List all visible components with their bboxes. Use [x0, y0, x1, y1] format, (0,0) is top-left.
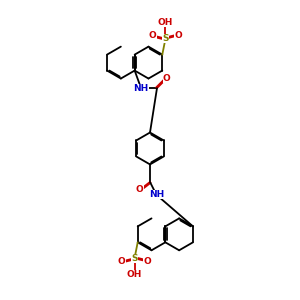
Text: O: O: [163, 74, 170, 83]
Text: NH: NH: [149, 190, 164, 199]
Text: O: O: [143, 257, 151, 266]
Text: O: O: [149, 31, 157, 40]
Text: S: S: [162, 34, 169, 43]
Text: O: O: [174, 31, 182, 40]
Text: OH: OH: [158, 18, 173, 27]
Text: S: S: [131, 254, 138, 263]
Text: O: O: [118, 257, 126, 266]
Text: O: O: [136, 185, 143, 194]
Text: OH: OH: [127, 270, 142, 279]
Text: NH: NH: [134, 84, 149, 93]
